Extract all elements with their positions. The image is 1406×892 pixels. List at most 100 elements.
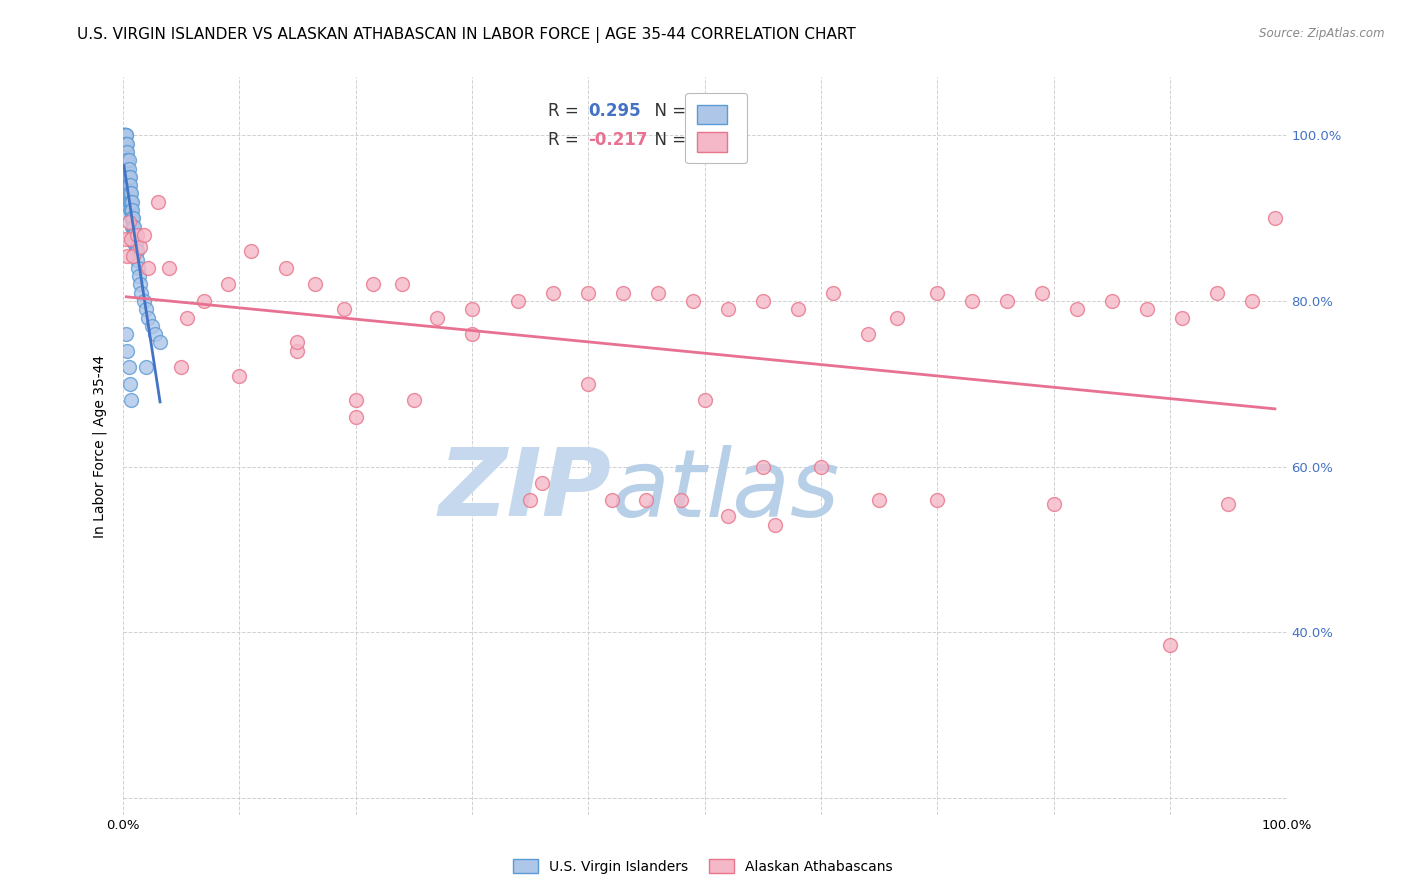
Point: [1218, 497, 1240, 511]
Point: [693, 393, 716, 408]
Point: [461, 327, 484, 342]
Point: [118, 169, 141, 184]
Text: ZIP: ZIP: [439, 444, 612, 536]
Point: [333, 302, 356, 317]
Point: [1171, 310, 1194, 325]
Point: [122, 248, 145, 262]
Point: [157, 260, 180, 275]
Text: U.S. VIRGIN ISLANDER VS ALASKAN ATHABASCAN IN LABOR FORCE | AGE 35-44 CORRELATIO: U.S. VIRGIN ISLANDER VS ALASKAN ATHABASC…: [77, 27, 856, 43]
Point: [120, 194, 142, 209]
Text: R =: R =: [547, 131, 583, 149]
Point: [117, 145, 139, 159]
Point: [114, 136, 136, 151]
Point: [124, 227, 146, 242]
Point: [671, 492, 693, 507]
Text: -0.217: -0.217: [588, 131, 648, 149]
Point: [117, 136, 139, 151]
Point: [576, 285, 599, 300]
Point: [135, 360, 157, 375]
Point: [752, 459, 775, 474]
Point: [508, 294, 530, 309]
Point: [274, 260, 297, 275]
Text: Source: ZipAtlas.com: Source: ZipAtlas.com: [1260, 27, 1385, 40]
Point: [1205, 285, 1227, 300]
Point: [1043, 497, 1066, 511]
Point: [114, 128, 136, 143]
Point: [125, 244, 148, 259]
Point: [115, 178, 138, 193]
Point: [120, 186, 142, 201]
Point: [117, 161, 139, 176]
Point: [117, 186, 139, 201]
Point: [132, 294, 155, 309]
Point: [886, 310, 908, 325]
Point: [115, 145, 138, 159]
Point: [117, 248, 139, 262]
Point: [995, 294, 1018, 309]
Point: [239, 244, 262, 259]
Point: [118, 202, 141, 217]
Point: [117, 178, 139, 193]
Text: N =: N =: [644, 131, 692, 149]
Point: [121, 202, 143, 217]
Text: 0.295: 0.295: [588, 102, 641, 120]
Point: [118, 194, 141, 209]
Point: [304, 277, 326, 292]
Point: [612, 285, 634, 300]
Point: [138, 260, 160, 275]
Point: [391, 277, 413, 292]
Point: [128, 269, 150, 284]
Text: atlas: atlas: [612, 445, 839, 536]
Point: [402, 393, 425, 408]
Point: [141, 318, 163, 333]
Point: [117, 161, 139, 176]
Point: [115, 128, 138, 143]
Text: 71: 71: [686, 102, 709, 120]
Point: [1264, 211, 1286, 226]
Point: [114, 128, 136, 143]
Point: [927, 285, 949, 300]
Point: [117, 186, 139, 201]
Point: [114, 153, 136, 168]
Point: [115, 232, 138, 246]
Point: [118, 376, 141, 391]
Point: [821, 285, 844, 300]
Point: [682, 294, 704, 309]
Point: [117, 153, 139, 168]
Point: [1101, 294, 1123, 309]
Point: [122, 227, 145, 242]
Point: [117, 194, 139, 209]
Point: [135, 302, 157, 317]
Point: [120, 202, 142, 217]
Legend: , : ,: [686, 93, 747, 163]
Point: [112, 128, 135, 143]
Point: [285, 335, 308, 350]
Point: [1031, 285, 1053, 300]
Point: [124, 236, 146, 251]
Point: [118, 178, 141, 193]
Text: N =: N =: [644, 102, 692, 120]
Point: [461, 302, 484, 317]
Point: [530, 476, 553, 491]
Point: [519, 492, 541, 507]
Point: [122, 211, 145, 226]
Point: [1066, 302, 1088, 317]
Point: [117, 178, 139, 193]
Point: [856, 327, 879, 342]
Point: [426, 310, 449, 325]
Point: [1159, 638, 1181, 652]
Point: [176, 310, 198, 325]
Point: [120, 393, 142, 408]
Point: [927, 492, 949, 507]
Point: [361, 277, 384, 292]
Point: [344, 409, 367, 424]
Point: [117, 343, 139, 358]
Point: [636, 492, 658, 507]
Text: 69: 69: [686, 131, 709, 149]
Point: [125, 252, 148, 267]
Point: [138, 310, 160, 325]
Point: [1136, 302, 1159, 317]
Point: [112, 128, 135, 143]
Point: [132, 227, 155, 242]
Point: [115, 136, 138, 151]
